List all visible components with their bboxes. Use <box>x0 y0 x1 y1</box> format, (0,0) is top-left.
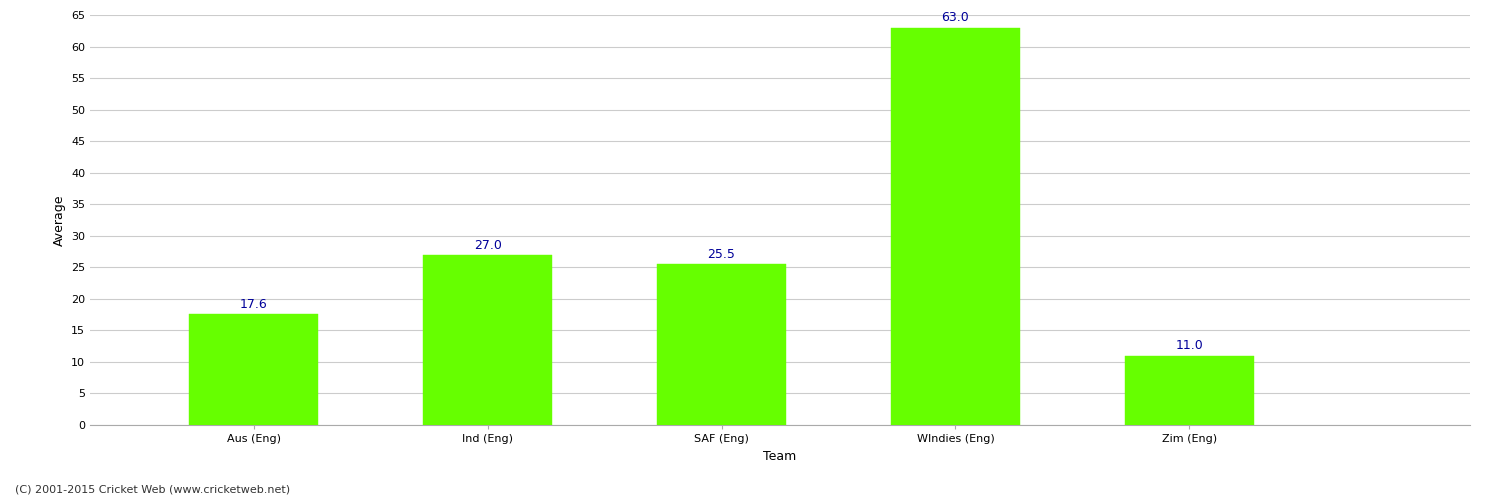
Bar <box>189 314 318 425</box>
Bar <box>423 254 552 425</box>
X-axis label: Team: Team <box>764 450 796 462</box>
Text: 11.0: 11.0 <box>1176 340 1203 352</box>
Bar <box>891 28 1020 425</box>
Text: 25.5: 25.5 <box>708 248 735 261</box>
Y-axis label: Average: Average <box>53 194 66 246</box>
Bar <box>1125 356 1254 425</box>
Text: 63.0: 63.0 <box>942 12 969 24</box>
Bar <box>657 264 786 425</box>
Text: 17.6: 17.6 <box>240 298 267 311</box>
Text: (C) 2001-2015 Cricket Web (www.cricketweb.net): (C) 2001-2015 Cricket Web (www.cricketwe… <box>15 485 290 495</box>
Text: 27.0: 27.0 <box>474 238 501 252</box>
